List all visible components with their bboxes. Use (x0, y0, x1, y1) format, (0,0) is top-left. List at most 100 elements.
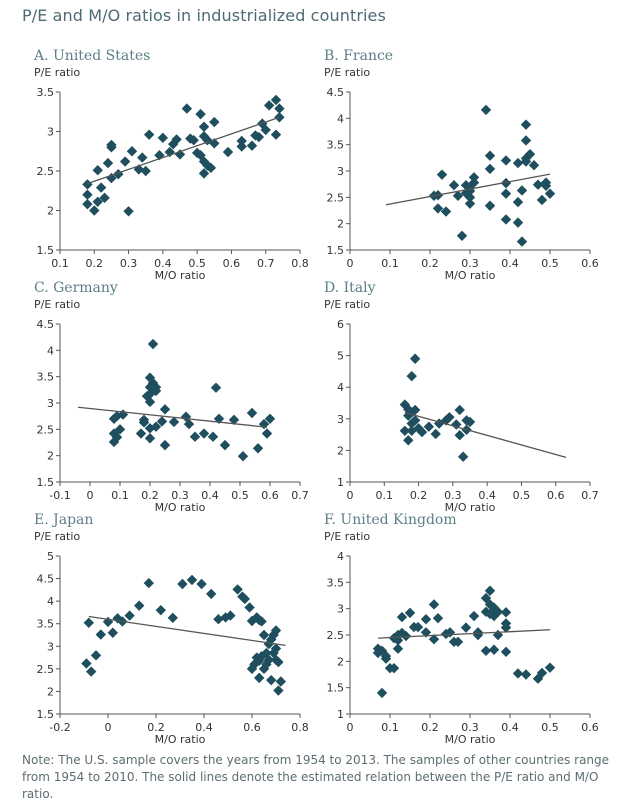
data-point (403, 435, 414, 446)
data-point (500, 214, 512, 225)
data-point (480, 104, 492, 116)
data-point (376, 687, 388, 699)
x-tick-label: 0.6 (581, 721, 599, 734)
data-point (260, 124, 271, 136)
data-point (123, 206, 134, 217)
y-tick-label: 3 (47, 397, 54, 410)
data-point (174, 149, 186, 160)
data-point (528, 160, 540, 171)
y-tick-label: 3 (337, 413, 344, 426)
data-point (452, 636, 464, 648)
scatter-plot-france: 1.5 2 2.5 3 3.5 4 4.5 0 0.1 0.2 0.3 0.4 0.5 0.6 M/O ra… (327, 86, 599, 280)
y-tick-label: 4.5 (37, 573, 55, 586)
data-point (420, 614, 432, 625)
y-tick-label: 4 (47, 595, 54, 608)
y-tick-label: 3.5 (327, 576, 345, 589)
data-point (82, 198, 93, 210)
data-point (468, 610, 480, 622)
data-point (454, 404, 465, 416)
x-axis-label: M/O ratio (445, 269, 496, 280)
y-tick-label: 3.5 (327, 139, 345, 152)
data-point (388, 662, 400, 674)
data-point (222, 146, 234, 158)
data-point (124, 610, 135, 621)
data-point (155, 604, 166, 616)
data-point (432, 203, 444, 214)
x-tick-label: 0 (105, 721, 112, 734)
data-point (500, 188, 512, 199)
y-tick-label: 2 (47, 450, 54, 463)
data-point (107, 627, 118, 638)
y-tick-label: 3 (337, 165, 344, 178)
x-tick-label: 0.1 (381, 257, 399, 270)
data-point (403, 404, 414, 415)
data-point (147, 338, 159, 350)
y-tick-label: 1.5 (37, 708, 55, 721)
data-point (468, 172, 480, 183)
data-point (106, 172, 117, 184)
data-point (399, 425, 411, 437)
data-point (484, 163, 496, 175)
data-point (159, 404, 171, 415)
data-point (150, 385, 162, 397)
x-tick-label: 0.3 (444, 489, 462, 502)
data-point (95, 182, 107, 193)
data-point (246, 407, 258, 419)
data-point (99, 192, 110, 204)
y-axis-label: P/E ratio (324, 530, 371, 543)
data-point (237, 450, 249, 462)
data-point (464, 416, 476, 428)
panel-title: A. United States (34, 48, 151, 64)
x-tick-label: 0.6 (547, 489, 565, 502)
data-point (210, 382, 222, 393)
y-tick-label: 1.5 (327, 244, 345, 257)
data-point (520, 669, 532, 680)
data-point (206, 588, 217, 600)
data-point (472, 629, 484, 641)
data-point (106, 139, 117, 151)
data-point (440, 415, 452, 426)
data-point (484, 585, 496, 596)
y-tick-label: 4.5 (327, 86, 345, 99)
data-point (396, 611, 408, 623)
x-tick-label: 0.7 (257, 257, 275, 270)
data-point (81, 658, 92, 669)
data-point (500, 646, 512, 658)
y-tick-label: 3.5 (37, 86, 55, 99)
data-point (198, 121, 210, 132)
data-point (274, 112, 285, 123)
x-tick-label: 0.5 (513, 489, 531, 502)
data-point (468, 177, 480, 188)
y-tick-label: 3.5 (37, 371, 55, 384)
figure-note: Note: The U.S. sample covers the years f… (22, 753, 610, 801)
data-point (464, 198, 476, 209)
x-tick-label: 0.7 (581, 489, 599, 502)
data-point (143, 129, 155, 140)
data-point (191, 147, 203, 159)
data-point (205, 162, 217, 174)
x-tick-label: 0.5 (541, 721, 559, 734)
data-point (113, 168, 124, 180)
y-tick-label: 2 (337, 218, 344, 231)
y-tick-label: 5 (337, 350, 344, 363)
x-tick-label: 0.1 (51, 257, 69, 270)
data-point (460, 622, 472, 633)
data-point (492, 606, 504, 618)
data-point (484, 200, 496, 211)
y-tick-label: 3 (47, 126, 54, 139)
data-point (536, 194, 548, 206)
y-tick-label: 3 (47, 640, 54, 653)
data-point (252, 443, 264, 454)
y-tick-label: 2.5 (327, 191, 345, 204)
y-tick-label: 2 (47, 685, 54, 698)
data-point (126, 146, 138, 157)
x-tick-label: 0.6 (261, 489, 279, 502)
x-tick-label: 0.8 (291, 721, 309, 734)
y-tick-label: 4.5 (37, 318, 55, 331)
panel-title: C. Germany (34, 280, 118, 296)
data-point (432, 612, 444, 624)
x-tick-label: 0.6 (243, 721, 261, 734)
x-tick-label: 0.4 (501, 721, 519, 734)
data-point (464, 185, 476, 197)
data-point (270, 625, 282, 636)
